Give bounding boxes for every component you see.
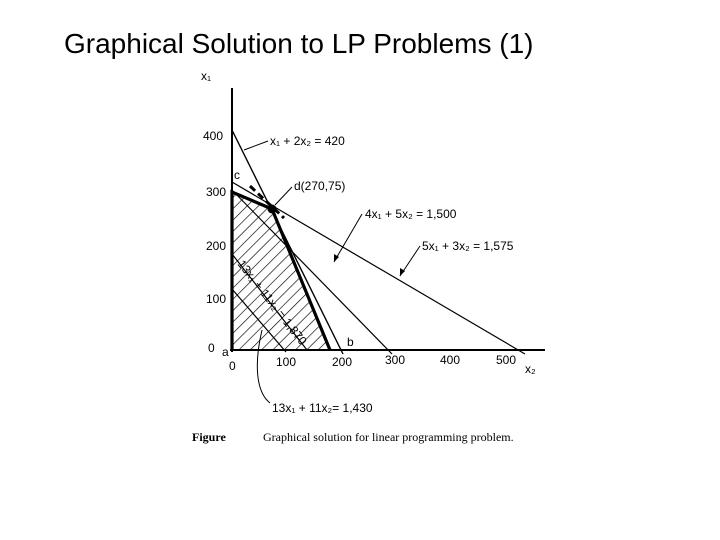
constraint-label-1: x₁ + 2x₂ = 420	[270, 134, 345, 148]
x1-axis-label: x₁	[201, 69, 211, 83]
feasible-boundary	[230, 189, 332, 351]
x2-tick-400: 400	[440, 353, 460, 367]
x2-tick-0: 0	[229, 359, 236, 373]
arrowhead-3	[400, 268, 405, 276]
x1-tick-200: 200	[206, 239, 226, 253]
optimal-point-d	[267, 204, 277, 214]
isoprofit-line-1430	[231, 288, 287, 353]
x2-tick-labels: 0 100 200 300 400 500	[229, 353, 516, 373]
isoprofit-label-1430: 13x₁ + 11x₂= 1,430	[272, 401, 373, 415]
constraint-line-2	[231, 189, 393, 355]
x1-tick-100: 100	[206, 292, 226, 306]
constraint-leader-1	[243, 140, 269, 151]
x2-axis-label: x₂	[525, 362, 536, 376]
isoprofit-leader	[256, 329, 271, 404]
isoprofit-line-1870	[231, 253, 308, 351]
constraint-line-1	[231, 129, 344, 355]
point-d-leader	[274, 186, 293, 206]
feasible-region	[232, 192, 330, 350]
constraint-label-3: 5x₁ + 3x₂ = 1,575	[422, 239, 514, 253]
arrowhead-2	[334, 254, 339, 262]
point-b-label: b	[347, 335, 354, 349]
x2-tick-200: 200	[332, 355, 352, 369]
figure-caption-text: Graphical solution for linear programmin…	[263, 430, 514, 444]
x1-tick-400: 400	[203, 129, 223, 143]
x1-tick-labels: 0 100 200 300 400	[203, 129, 226, 355]
point-d-label: d(270,75)	[294, 179, 345, 193]
x1-tick-0: 0	[208, 341, 215, 355]
x2-tick-300: 300	[385, 353, 405, 367]
slide-title: Graphical Solution to LP Problems (1)	[64, 28, 534, 59]
point-c-label: c	[234, 168, 240, 182]
constraint-leader-2	[333, 213, 363, 263]
constraint-label-2: 4x₁ + 5x₂ = 1,500	[365, 207, 457, 221]
figure-caption-label: Figure	[192, 430, 226, 444]
optimal-objective-line	[248, 184, 286, 220]
x2-tick-500: 500	[496, 353, 516, 367]
x2-tick-100: 100	[276, 355, 296, 369]
x1-tick-300: 300	[206, 185, 226, 199]
point-a-label: a	[222, 345, 229, 359]
constraint-line-3	[231, 181, 526, 355]
